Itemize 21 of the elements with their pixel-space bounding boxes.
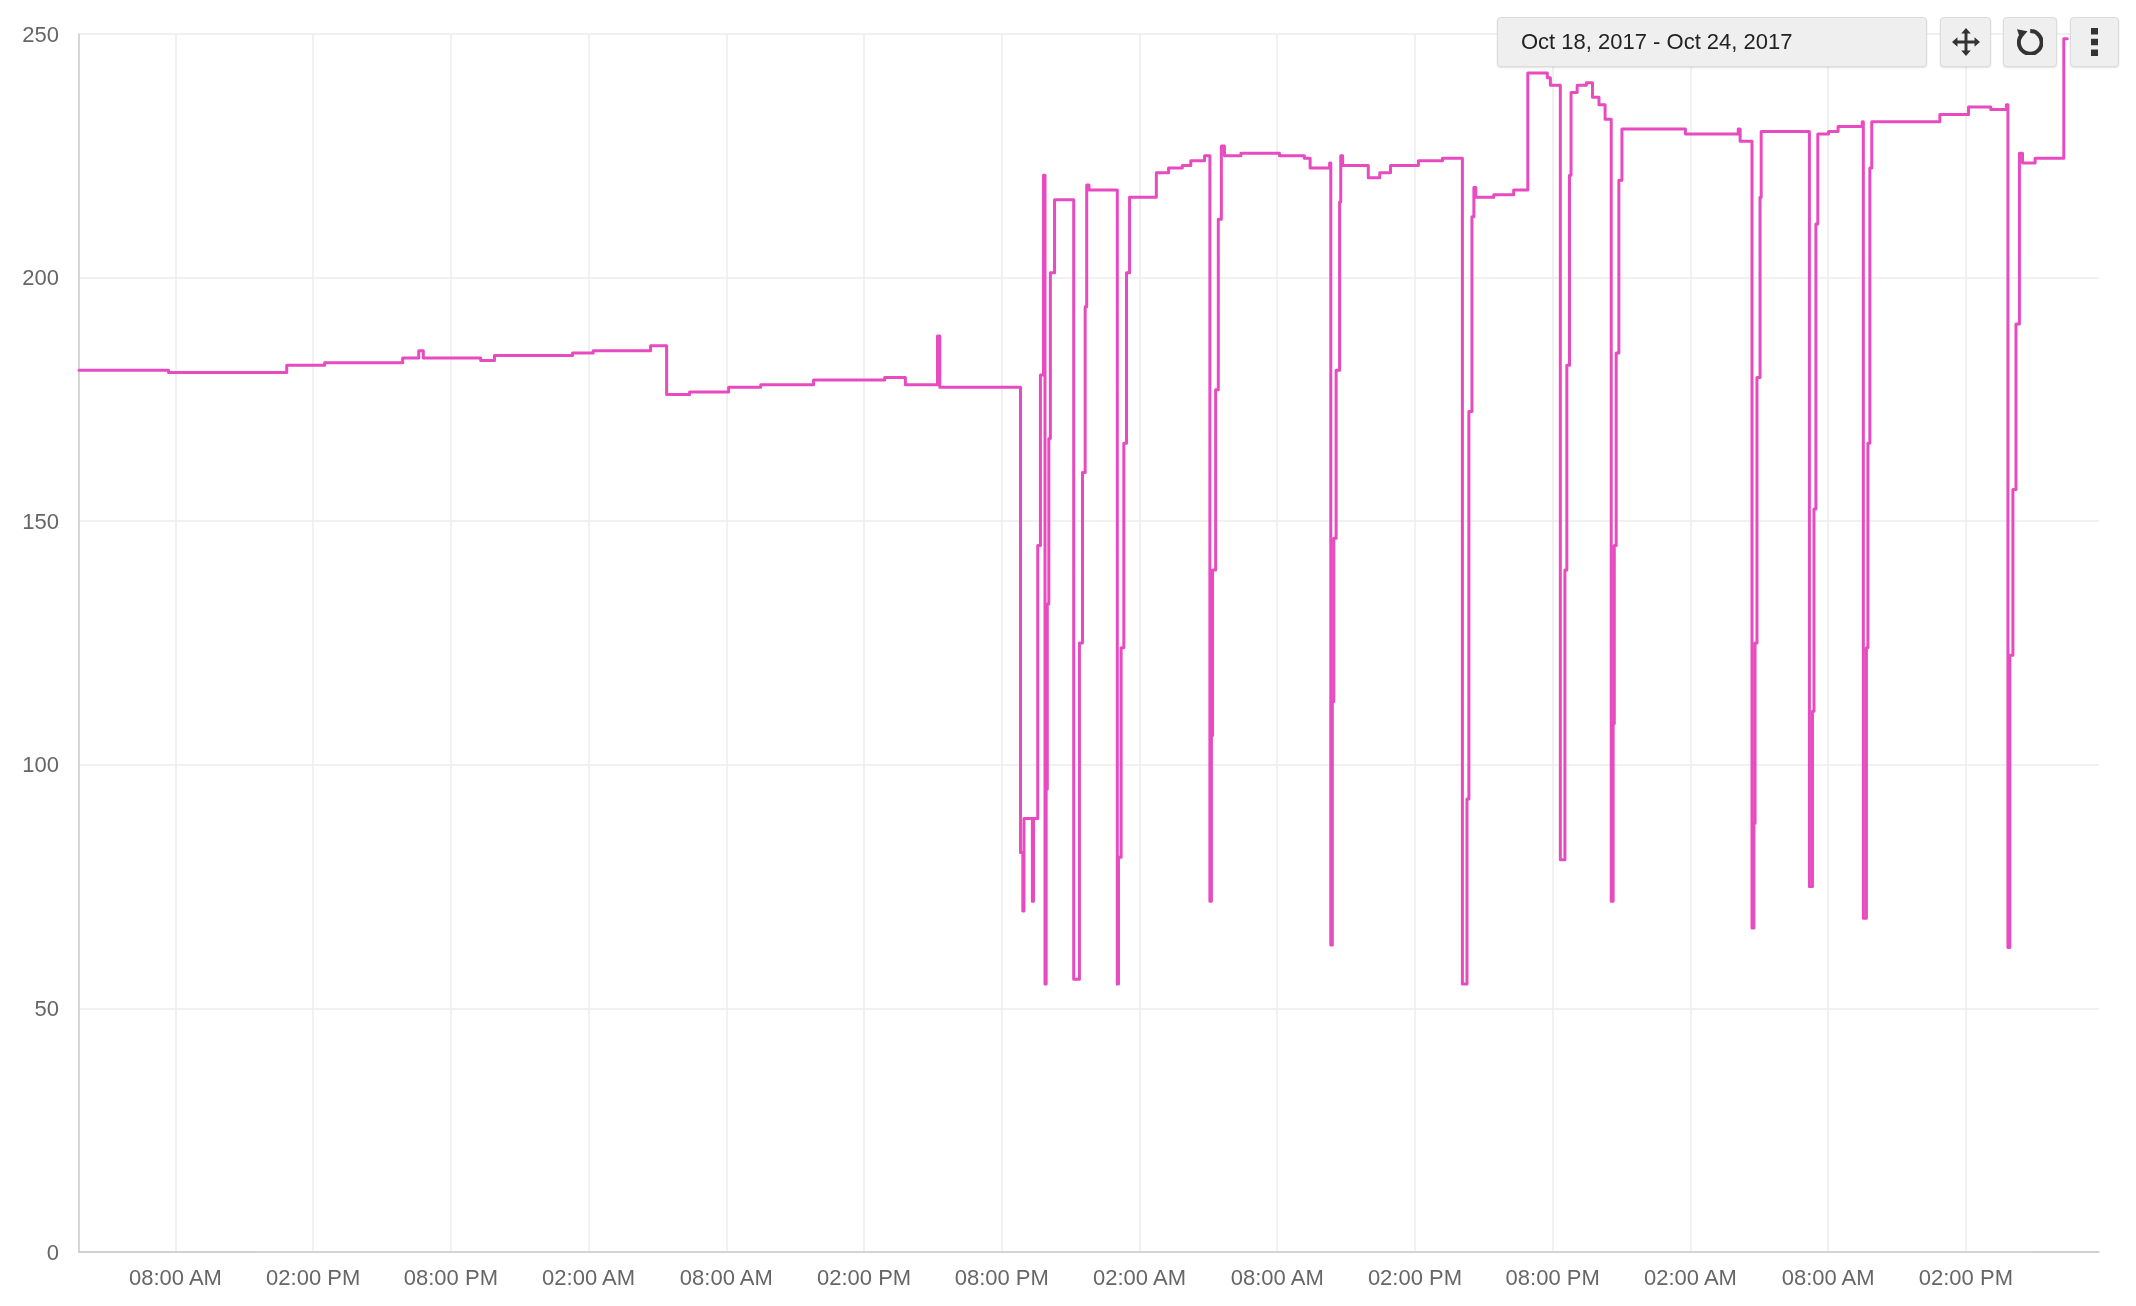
y-tick-label: 250 (22, 21, 59, 47)
x-tick-label: 08:00 AM (679, 1264, 773, 1290)
x-tick-label: 02:00 AM (542, 1264, 636, 1290)
x-tick-label: 08:00 AM (128, 1264, 222, 1290)
x-tick-label: 08:00 PM (954, 1264, 1049, 1290)
y-tick-label: 150 (22, 508, 59, 534)
x-tick-label: 02:00 AM (1643, 1264, 1737, 1290)
x-tick-label: 08:00 PM (403, 1264, 498, 1290)
y-tick-label: 100 (22, 752, 59, 778)
y-tick-label: 0 (46, 1239, 59, 1265)
x-tick-label: 02:00 PM (1367, 1264, 1463, 1290)
x-tick-label: 02:00 AM (1093, 1264, 1186, 1290)
y-tick-label: 50 (34, 995, 59, 1021)
date-range-field: Oct 18, 2017 - Oct 24, 2017 (1497, 17, 1927, 67)
x-tick-label: 08:00 AM (1230, 1264, 1324, 1290)
y-tick-label: 200 (22, 265, 59, 291)
x-tick-label: 08:00 PM (1505, 1264, 1600, 1290)
x-tick-label: 02:00 PM (1918, 1264, 2013, 1290)
x-tick-label: 02:00 PM (266, 1264, 361, 1290)
x-tick-label: 02:00 PM (816, 1264, 912, 1290)
x-tick-label: 08:00 AM (1781, 1264, 1875, 1290)
